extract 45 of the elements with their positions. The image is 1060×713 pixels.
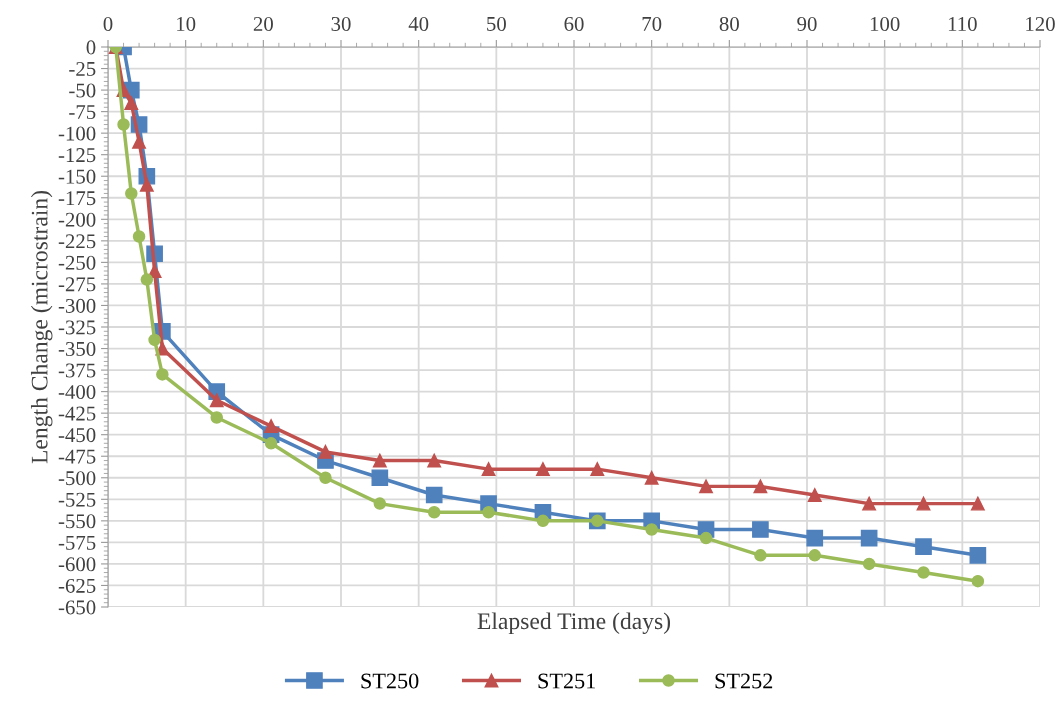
legend-label: ST250 (361, 673, 419, 689)
x-tick-label: 60 (564, 16, 584, 31)
y-tick-label: 0 (86, 40, 96, 55)
y-tick-label: -625 (58, 578, 96, 593)
y-tick-label: -325 (58, 320, 96, 335)
y-tick-label: -600 (58, 557, 96, 572)
y-tick-label: -25 (69, 61, 96, 76)
y-tick-label: -400 (58, 384, 96, 400)
x-tick-label: 80 (719, 16, 739, 31)
x-tick-label: 50 (487, 16, 506, 31)
y-tick-label: -250 (58, 255, 96, 270)
x-tick-label: 40 (408, 16, 429, 31)
y-tick-label: -375 (58, 363, 96, 378)
x-tick-label: 120 (1026, 16, 1055, 31)
y-tick-label: -300 (58, 298, 96, 313)
y-tick-label: -50 (69, 83, 96, 98)
y-tick-label: -650 (58, 600, 96, 615)
y-tick-label: -575 (58, 535, 96, 550)
x-tick-label: 30 (331, 16, 351, 31)
y-tick-label: -450 (58, 428, 96, 443)
y-tick-label: -525 (58, 492, 96, 507)
x-tick-label: 10 (177, 16, 196, 31)
y-tick-label: -350 (58, 341, 96, 356)
y-tick-label: -275 (58, 277, 96, 292)
legend-label: ST251 (538, 673, 595, 689)
x-tick-label: 100 (870, 16, 900, 31)
x-tick-label: 20 (253, 16, 273, 31)
y-tick-label: -75 (69, 105, 96, 120)
y-axis-title: Length Change (microstrain) (30, 191, 53, 464)
legend-label: ST252 (715, 673, 773, 689)
y-tick-label: -150 (58, 169, 96, 184)
y-tick-label: -100 (58, 126, 96, 141)
y-tick-label: -200 (58, 212, 96, 227)
y-tick-label: -425 (58, 406, 96, 421)
x-tick-label: 0 (103, 16, 113, 31)
y-tick-label: -225 (58, 234, 96, 249)
x-tick-label: 70 (642, 16, 662, 31)
y-tick-label: -475 (58, 449, 96, 464)
x-axis-title: Elapsed Time (days) (477, 612, 671, 635)
y-tick-label: -500 (58, 471, 96, 486)
x-tick-label: 110 (948, 16, 977, 31)
y-tick-label: -125 (58, 148, 96, 163)
x-tick-label: 90 (797, 16, 817, 31)
y-tick-label: -550 (58, 514, 96, 529)
y-tick-label: -175 (58, 191, 96, 206)
